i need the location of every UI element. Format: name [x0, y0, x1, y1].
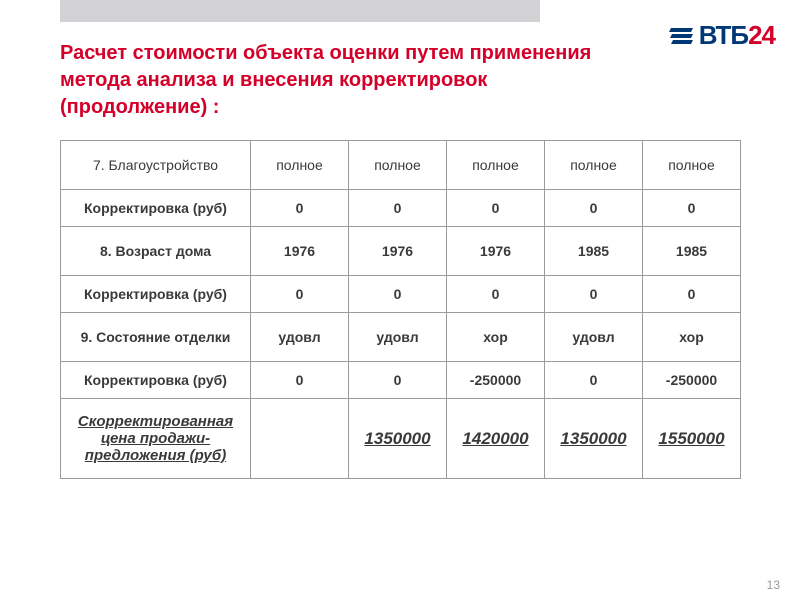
table-cell: 1420000	[447, 399, 545, 479]
page-number: 13	[767, 578, 780, 592]
table-row: 8. Возраст дома19761976197619851985	[61, 227, 741, 276]
row-label: Корректировка (руб)	[61, 362, 251, 399]
row-label: Корректировка (руб)	[61, 276, 251, 313]
table-cell: 1976	[447, 227, 545, 276]
table-cell: полное	[349, 141, 447, 190]
table-row: 9. Состояние отделкиудовлудовлхорудовлхо…	[61, 313, 741, 362]
table-row: 7. Благоустройствополноеполноеполноеполн…	[61, 141, 741, 190]
table-cell: 0	[447, 276, 545, 313]
table-cell: 0	[251, 276, 349, 313]
valuation-table: 7. Благоустройствополноеполноеполноеполн…	[60, 140, 741, 479]
top-gray-bar	[60, 0, 540, 22]
row-label: Скорректированная цена продажи-предложен…	[61, 399, 251, 479]
table-row: Корректировка (руб)00-2500000-250000	[61, 362, 741, 399]
table-cell: 1550000	[643, 399, 741, 479]
logo-text: ВТБ24	[699, 20, 775, 51]
table-cell: 0	[349, 276, 447, 313]
table-row: Корректировка (руб)00000	[61, 276, 741, 313]
row-label: 9. Состояние отделки	[61, 313, 251, 362]
table-cell: 1985	[545, 227, 643, 276]
table-cell: полное	[251, 141, 349, 190]
slide-title: Расчет стоимости объекта оценки путем пр…	[60, 40, 600, 121]
table-cell: полное	[447, 141, 545, 190]
valuation-table-container: 7. Благоустройствополноеполноеполноеполн…	[60, 140, 740, 479]
logo-secondary: 24	[748, 20, 775, 50]
logo-primary: ВТБ	[699, 20, 748, 50]
table-cell: 1350000	[545, 399, 643, 479]
row-label: Корректировка (руб)	[61, 190, 251, 227]
table-cell: удовл	[251, 313, 349, 362]
table-cell: полное	[545, 141, 643, 190]
table-cell: 0	[545, 190, 643, 227]
table-cell: хор	[643, 313, 741, 362]
brand-logo: ВТБ24	[669, 20, 775, 51]
table-cell: 0	[643, 276, 741, 313]
table-cell: хор	[447, 313, 545, 362]
table-cell: 0	[643, 190, 741, 227]
table-cell: 1350000	[349, 399, 447, 479]
table-cell: -250000	[643, 362, 741, 399]
table-cell: 1976	[251, 227, 349, 276]
table-cell: 0	[545, 362, 643, 399]
vtb-wing-icon	[669, 25, 695, 47]
row-label: 7. Благоустройство	[61, 141, 251, 190]
table-cell: полное	[643, 141, 741, 190]
table-row: Корректировка (руб)00000	[61, 190, 741, 227]
table-cell: удовл	[545, 313, 643, 362]
table-cell: 0	[545, 276, 643, 313]
table-cell: 0	[349, 190, 447, 227]
row-label: 8. Возраст дома	[61, 227, 251, 276]
table-cell: 0	[447, 190, 545, 227]
table-cell: 0	[251, 190, 349, 227]
table-cell: удовл	[349, 313, 447, 362]
table-cell	[251, 399, 349, 479]
table-cell: 0	[251, 362, 349, 399]
table-cell: 0	[349, 362, 447, 399]
table-cell: -250000	[447, 362, 545, 399]
table-row: Скорректированная цена продажи-предложен…	[61, 399, 741, 479]
table-cell: 1985	[643, 227, 741, 276]
table-cell: 1976	[349, 227, 447, 276]
